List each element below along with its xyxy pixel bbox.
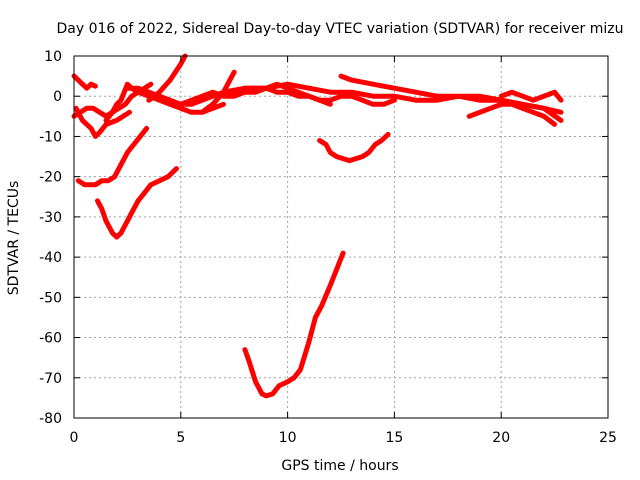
- y-tick-label: -50: [39, 290, 62, 306]
- y-axis-label: SDTVAR / TECUs: [6, 181, 22, 296]
- series-arc1: [71, 73, 98, 91]
- data-series: [71, 53, 564, 399]
- x-tick-label: 0: [70, 430, 79, 446]
- y-tick-label: -80: [39, 411, 62, 427]
- y-tick-label: 0: [53, 89, 62, 105]
- y-tick-label: -40: [39, 250, 62, 266]
- y-tick-label: 10: [44, 49, 62, 65]
- y-tick-label: -20: [39, 170, 62, 186]
- series-arc6: [146, 53, 188, 103]
- axes: [73, 55, 609, 419]
- y-tick-label: -70: [39, 371, 62, 387]
- chart-title: Day 016 of 2022, Sidereal Day-to-day VTE…: [57, 21, 624, 37]
- x-tick-label: 15: [385, 430, 403, 446]
- x-axis-label: GPS time / hours: [281, 458, 398, 474]
- series-arc13: [75, 125, 150, 188]
- y-tick-label: -10: [39, 129, 62, 145]
- series-arc15: [317, 131, 391, 164]
- y-tick-label: -60: [39, 331, 62, 347]
- series-arc11: [466, 101, 558, 127]
- x-tick-label: 20: [492, 430, 510, 446]
- series-arc14: [95, 166, 179, 240]
- x-tick-label: 25: [599, 430, 617, 446]
- series-arc3: [73, 105, 132, 139]
- series-arc7: [167, 85, 397, 107]
- x-tick-label: 5: [176, 430, 185, 446]
- x-tick-label: 10: [279, 430, 297, 446]
- series-arc10: [338, 73, 564, 123]
- tick-labels: 0 5 10 15 20 25 -80 -70 -60 -50 -40 -30 -20 -10 0 10: [39, 49, 617, 446]
- plot-frame: [73, 55, 609, 419]
- y-tick-label: -30: [39, 210, 62, 226]
- series-arc12: [498, 89, 564, 103]
- series-arc4: [103, 81, 226, 123]
- series-arc16: [242, 250, 346, 399]
